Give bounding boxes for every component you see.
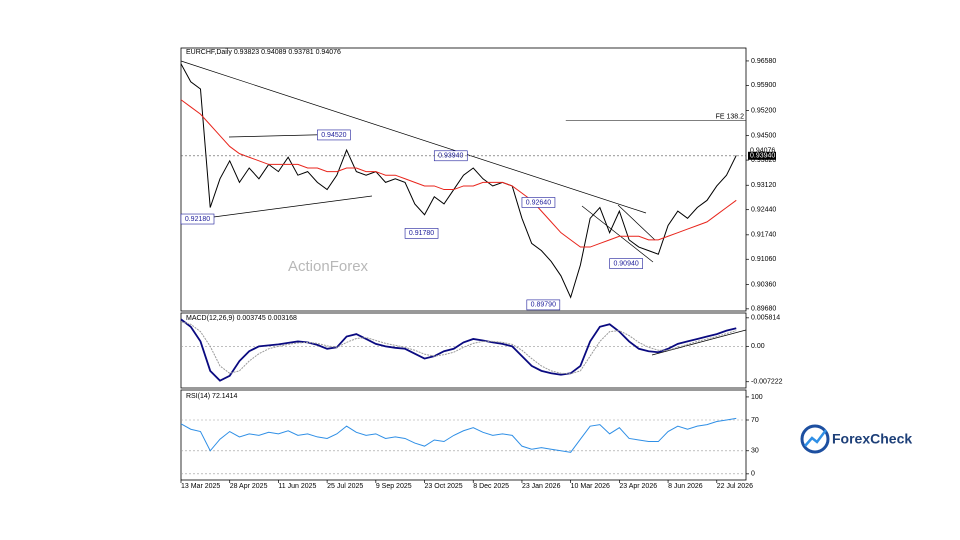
annotation-label: 0.92640 [526,199,551,206]
x-tick-label: 23 Apr 2026 [619,483,657,490]
series-line [180,63,737,299]
y-tick-label: 0.91740 [751,232,776,239]
y-tick-label: 0.93820 [751,157,776,164]
series-line [180,417,737,453]
y-tick-label: 0.93120 [751,182,776,189]
logo-text: ForexCheck [832,431,912,447]
x-tick-label: 8 Dec 2025 [473,483,509,490]
x-tick-label: 13 Mar 2025 [181,483,220,490]
trend-line [617,204,656,241]
y-tick-label: 0.94500 [751,133,776,140]
y-tick-label: 0.95200 [751,107,776,114]
logo-arrow [804,429,827,447]
logo-icon [800,424,830,454]
y-tick-label: 0 [751,471,755,478]
series-line [180,318,737,382]
y-tick-label: 0.90360 [751,281,776,288]
y-tick-label: 30 [751,448,759,455]
watermark: ActionForex [288,258,369,275]
price-box [748,151,776,160]
annotation-box [180,213,215,225]
y-tick-label: 0.92440 [751,207,776,214]
annotation-label: 0.92180 [185,216,210,223]
rsi-panel [180,389,747,481]
macd-panel [180,312,747,389]
annotation-label: 0.90940 [613,260,638,267]
price-label: 0.93940 [750,153,775,160]
trend-line [581,205,654,263]
y-tick-label: -0.007222 [751,379,783,386]
y-tick-label: 100 [751,394,763,401]
annotation-box [317,129,351,141]
x-tick-label: 23 Jan 2026 [522,483,561,490]
annotation-label: 0.91780 [409,230,434,237]
logo-group: ForexCheck [800,424,912,454]
x-tick-label: 10 Mar 2026 [571,483,610,490]
x-tick-label: 8 Jun 2026 [668,483,703,490]
annotation-box [521,197,556,208]
trend-line [205,195,373,219]
x-tick-label: 22 Jul 2026 [717,483,753,490]
annotation-label: 0.94520 [321,132,346,139]
x-tick-label: 23 Oct 2025 [425,483,463,490]
y-tick-label: 0.005814 [751,315,780,322]
trend-line [180,60,647,214]
x-tick-label: 11 Jun 2025 [278,483,316,490]
annotation-box [609,258,643,269]
y-tick-label: 0.96580 [751,58,776,65]
annotation-box [404,228,439,239]
price-title: EURCHF,Daily 0.93823 0.94089 0.93781 0.9… [186,49,341,56]
trend-line [651,329,747,356]
annotation-label: 0.93940 [438,153,463,160]
series-line [180,99,737,248]
x-tick-label: 9 Sep 2025 [376,483,412,490]
x-tick-label: 25 Jul 2025 [327,483,363,490]
series-line [180,321,737,375]
macd-title: MACD(12,26,9) 0.003745 0.003168 [186,315,297,322]
y-tick-label: 0.91060 [751,256,776,263]
annotation-label: 0.89790 [531,302,556,309]
price-panel [180,47,747,312]
y-tick-label: 0.00 [751,343,765,350]
annotation-box [526,299,561,311]
x-tick-label: 28 Apr 2025 [230,483,268,490]
y-tick-label: 70 [751,417,759,424]
y-tick-label: 0.89680 [751,306,776,313]
y-tick-label: 0.95900 [751,82,776,89]
fe-label: FE 138.2 [716,113,745,120]
price-label: 0.94076 [750,148,775,155]
rsi-title: RSI(14) 72.1414 [186,393,237,400]
